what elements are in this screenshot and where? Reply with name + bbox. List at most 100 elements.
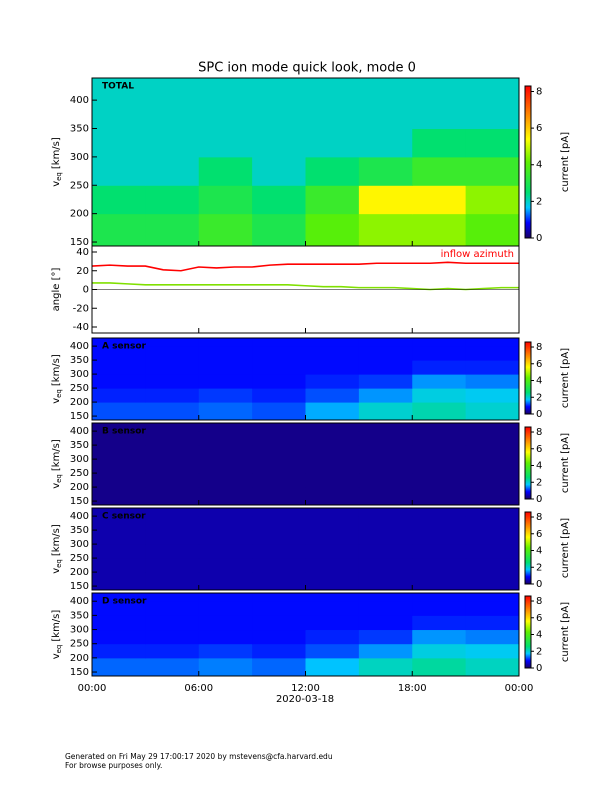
heatmap-cell [252, 593, 306, 602]
panel: A sensor veq [km/s] 0 2 4 6 8 current [pA] 150 200… [51, 337, 571, 422]
y-tick-label: 200 [70, 209, 89, 220]
y-axis-label: angle [°] [51, 268, 62, 312]
heatmap-cell [252, 213, 306, 247]
heatmap-cell [92, 445, 146, 460]
heatmap-cell [412, 360, 467, 375]
y-axis-label: veq [km/s] [51, 610, 63, 660]
heatmap-cell [412, 338, 467, 347]
colorbar-tick-label: 2 [536, 477, 542, 488]
heatmap-cell [358, 338, 413, 347]
colorbar-tick-label: 6 [536, 123, 542, 134]
heatmap-cell [145, 643, 200, 659]
heatmap-cell [252, 629, 306, 645]
heatmap-cell [252, 558, 306, 573]
y-axis-label-part: [km/s] [51, 439, 62, 471]
heatmap-cell [198, 100, 253, 130]
heatmap-cell [358, 657, 413, 677]
heatmap-cell [92, 338, 146, 347]
heatmap-cell [358, 388, 413, 403]
heatmap-cell [305, 459, 360, 474]
heatmap-cell [252, 530, 306, 545]
y-axis-label: veq [km/s] [51, 524, 63, 574]
heatmap-cell [465, 544, 520, 559]
heatmap-cell [465, 360, 520, 375]
y-tick-label: 40 [76, 247, 89, 258]
heatmap-cell [412, 572, 467, 591]
heatmap-cell [198, 615, 253, 631]
colorbar [524, 426, 532, 500]
heatmap-cell [412, 374, 467, 389]
heatmap-cell [412, 558, 467, 573]
heatmap-cell [252, 128, 306, 158]
panel: C sensor veq [km/s] 0 2 4 6 8 current [pA] 150 200… [51, 507, 571, 592]
heatmap-cell [305, 423, 360, 432]
heatmap-cell [145, 338, 200, 347]
heatmap-cell [305, 360, 360, 375]
colorbar-label: current [pA] [560, 433, 571, 493]
heatmap-cell [252, 601, 306, 616]
heatmap-cell [465, 593, 520, 602]
heatmap-cell [465, 213, 520, 247]
heatmap-cell [305, 487, 360, 506]
colorbar-tick-label: 4 [536, 546, 542, 557]
heatmap-cell [412, 423, 467, 432]
y-axis-label-part: v [51, 181, 62, 187]
colorbar-tick-label: 6 [536, 359, 542, 370]
y-tick-label: 350 [70, 124, 89, 135]
heatmap-cell [145, 374, 200, 389]
x-axis-label: 2020-03-18 [276, 694, 334, 705]
heatmap-cell [252, 487, 306, 506]
heatmap-cell [465, 615, 520, 631]
heatmap-cell [465, 643, 520, 659]
y-tick-label: 150 [70, 667, 89, 678]
heatmap-cell [412, 643, 467, 659]
footer: For browse purposes only. [65, 761, 162, 770]
heatmap-cell [358, 508, 413, 517]
heatmap-cell [252, 346, 306, 361]
heatmap-cell [412, 473, 467, 488]
heatmap-cell [145, 530, 200, 545]
heatmap-cell [305, 473, 360, 488]
heatmap-cell [145, 473, 200, 488]
y-tick-label: 150 [70, 237, 89, 248]
heatmap-cell [412, 402, 467, 421]
heatmap-cell [412, 388, 467, 403]
heatmap-cell [198, 508, 253, 517]
heatmap-cell [465, 558, 520, 573]
colorbar-tick-label: 8 [536, 427, 542, 438]
heatmap-cell [145, 100, 200, 130]
panel-label: D sensor [102, 597, 147, 607]
heatmap-cell [465, 388, 520, 403]
heatmap-cell [412, 544, 467, 559]
x-tick-label: 18:00 [398, 683, 427, 694]
heatmap-cell [145, 593, 200, 602]
y-axis-label: veq [km/s] [51, 354, 63, 404]
heatmap-cell [198, 423, 253, 432]
heatmap-cell [145, 615, 200, 631]
heatmap-cell [305, 629, 360, 645]
y-tick-label: 0 [83, 285, 89, 296]
heatmap-cell [465, 629, 520, 645]
y-tick-label: 200 [70, 482, 89, 493]
colorbar-tick-label: 6 [536, 444, 542, 455]
heatmap-cell [358, 431, 413, 446]
heatmap-cell [198, 657, 253, 677]
heatmap-cell [92, 100, 146, 130]
y-tick-label: -40 [73, 322, 89, 333]
heatmap-cell [358, 78, 413, 101]
heatmap-cell [358, 156, 413, 186]
y-tick-label: 350 [70, 440, 89, 451]
heatmap-cell [305, 572, 360, 591]
heatmap-cell [358, 516, 413, 531]
y-tick-label: 350 [70, 525, 89, 536]
colorbar-tick-label: 2 [536, 196, 542, 207]
heatmap-cell [198, 185, 253, 215]
annotation: inflow azimuth [441, 249, 514, 260]
colorbar-tick-label: 0 [536, 233, 542, 244]
heatmap-cell [358, 593, 413, 602]
y-axis-label-part: eq [55, 172, 63, 181]
x-tick-label: 06:00 [184, 683, 213, 694]
heatmap-cell [92, 530, 146, 545]
heatmap-cell [145, 78, 200, 101]
y-axis-label-part: eq [55, 389, 63, 398]
